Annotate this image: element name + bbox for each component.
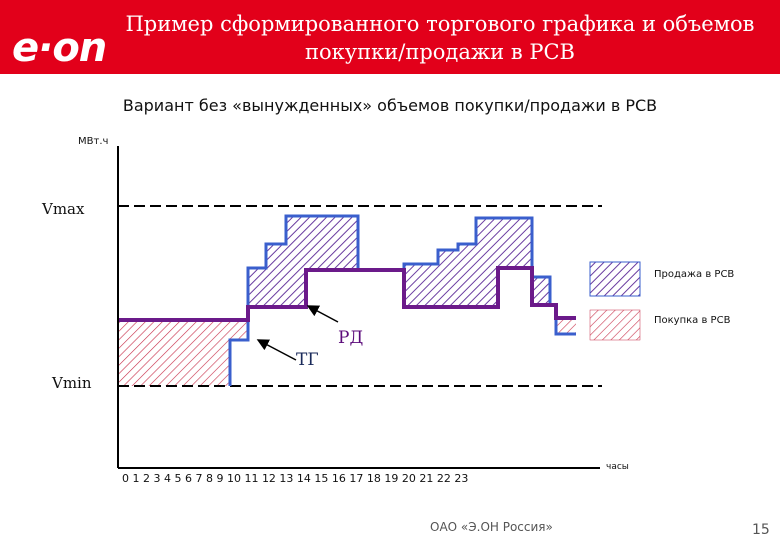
- x-axis-hours: 0 1 2 3 4 5 6 7 8 9 10 11 12 13 14 15 16…: [122, 472, 469, 485]
- slide-title: Пример сформированного торгового графика…: [100, 10, 780, 66]
- rd-label: РД: [338, 328, 364, 348]
- page-number: 15: [752, 522, 770, 538]
- y-axis-unit: МВт.ч: [78, 136, 109, 147]
- x-axis-unit: часы: [606, 462, 629, 472]
- title-line-2: покупки/продажи в РСВ: [305, 40, 575, 64]
- title-line-1: Пример сформированного торгового графика…: [125, 12, 755, 36]
- vmax-label: Vmax: [42, 200, 85, 218]
- legend-sell-label: Продажа в РСВ: [654, 269, 735, 280]
- footer-company: ОАО «Э.ОН Россия»: [430, 520, 553, 534]
- sell-area: [248, 216, 550, 307]
- buy-area: [118, 318, 576, 386]
- tg-line: [228, 214, 576, 386]
- tg-label: ТГ: [296, 350, 319, 370]
- rd-line: [118, 266, 576, 322]
- tg-pointer: [256, 339, 297, 361]
- header-bar: [0, 0, 780, 74]
- eon-logo: e·on: [12, 25, 107, 71]
- vmin-label: Vmin: [52, 374, 92, 392]
- legend-swatch-buy: [589, 309, 641, 341]
- legend-swatch-sell: [589, 261, 641, 297]
- rd-pointer: [306, 305, 339, 323]
- legend-buy-label: Покупка в РСВ: [654, 315, 731, 326]
- slide-subtitle: Вариант без «вынужденных» объемов покупк…: [122, 96, 658, 115]
